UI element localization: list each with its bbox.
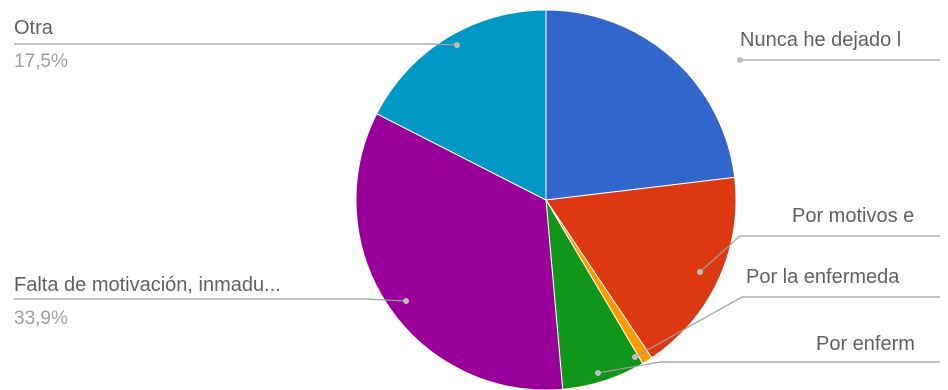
label-leaders	[14, 42, 940, 376]
pie-slice	[376, 9, 547, 201]
pie-slice	[545, 9, 736, 201]
slice-label: Por motivos e	[792, 205, 914, 227]
leader-dot	[595, 370, 601, 376]
leader-line	[14, 298, 407, 302]
pie-slices	[355, 9, 737, 390]
leader-line	[597, 361, 940, 374]
leader-dot	[403, 298, 409, 304]
slice-label: Nunca he dejado l	[740, 29, 901, 51]
leader-dot	[697, 269, 703, 275]
leader-dot	[454, 42, 460, 48]
slice-percent-label: 17,5%	[14, 51, 68, 72]
leader-dot	[737, 57, 743, 63]
leader-line	[699, 235, 940, 273]
pie-slice	[355, 113, 564, 390]
leader-line	[14, 43, 458, 46]
slice-label: Otra	[14, 17, 54, 39]
pie-slice	[545, 176, 737, 359]
slice-label: Por la enfermeda	[746, 266, 900, 288]
leader-dot	[632, 354, 638, 360]
leader-line	[634, 296, 940, 358]
slice-labels: Nunca he dejado l Por motivos e Por la enf…	[14, 17, 915, 355]
slice-label: Por enferm	[816, 333, 915, 355]
slice-label: Falta de motivación, inmadu...	[14, 274, 281, 296]
slice-percent-label: 33,9%	[14, 308, 68, 329]
